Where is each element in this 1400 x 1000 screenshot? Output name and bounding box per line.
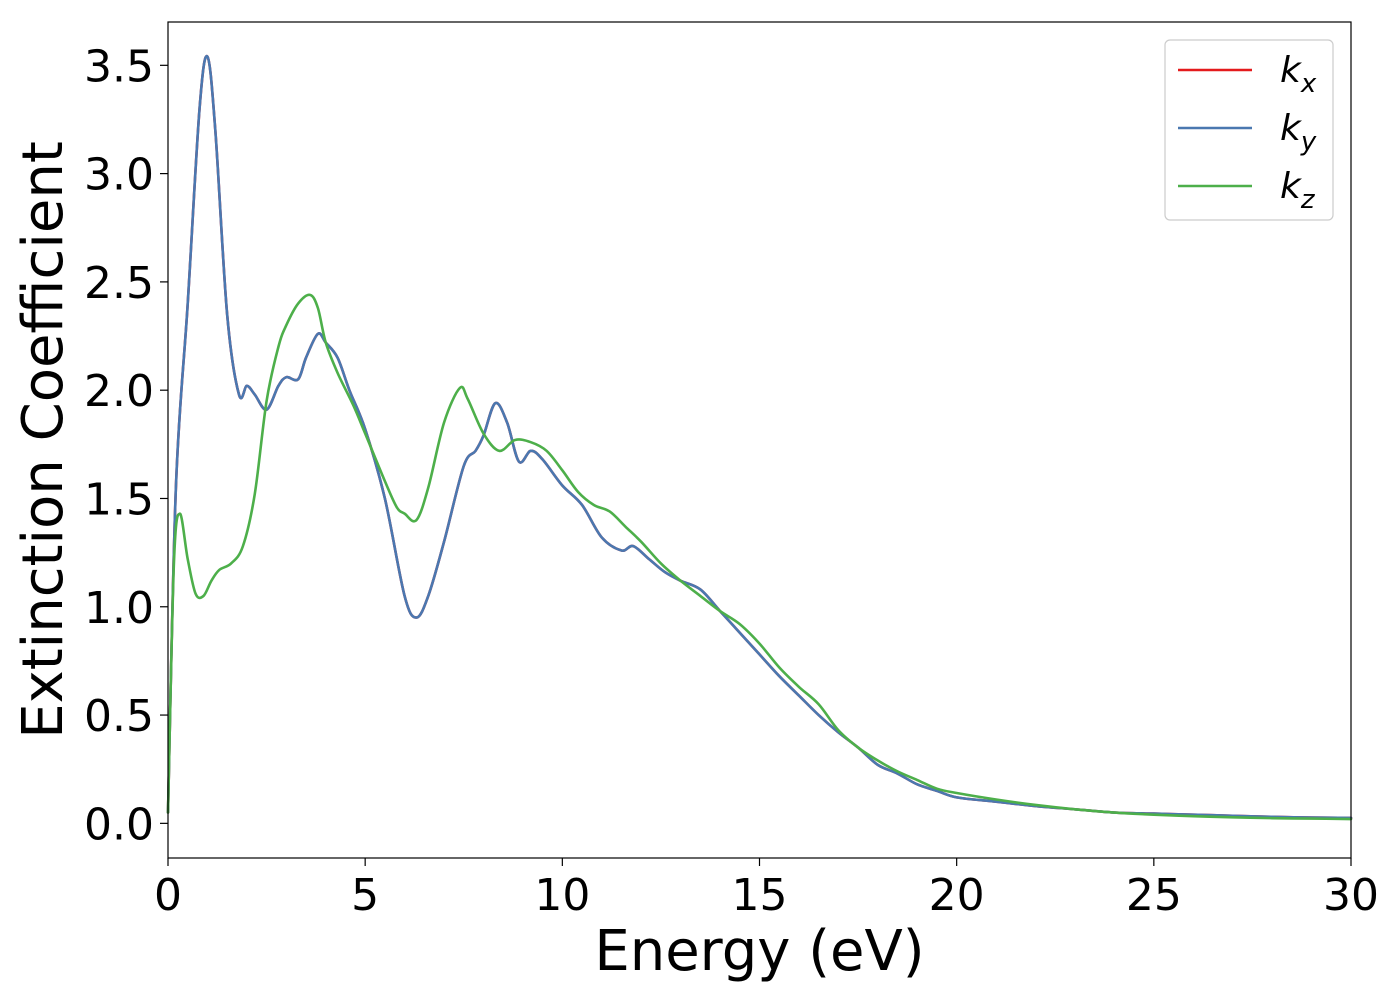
legend-box [1164,39,1334,221]
y-tick-label: 1.0 [84,583,154,634]
y-tick-label: 3.5 [84,41,154,92]
y-axis-title: Extinction Coefficient [11,141,76,739]
y-axis-ticks: 0.0 0.5 1.0 1.5 2.0 2.5 3.0 3.5 [84,41,168,850]
x-tick-label: 20 [929,870,985,921]
y-tick-label: 3.0 [84,150,154,201]
y-tick-label: 1.5 [84,474,154,525]
series-line-ky [166,54,1353,820]
x-tick-label: 0 [154,870,182,921]
y-tick-label: 2.0 [84,366,154,417]
x-tick-label: 25 [1126,870,1182,921]
series-layer [166,54,1353,821]
series-line-kz [166,293,1353,821]
x-tick-label: 15 [732,870,788,921]
x-axis-title: Energy (eV) [594,919,924,984]
x-axis-ticks: 0 5 10 15 20 25 30 [154,858,1379,921]
y-tick-label: 0.5 [84,691,154,742]
y-tick-label: 0.0 [84,799,154,850]
y-tick-label: 2.5 [84,258,154,309]
x-tick-label: 5 [351,870,379,921]
x-tick-label: 10 [534,870,590,921]
x-tick-label: 30 [1323,870,1379,921]
